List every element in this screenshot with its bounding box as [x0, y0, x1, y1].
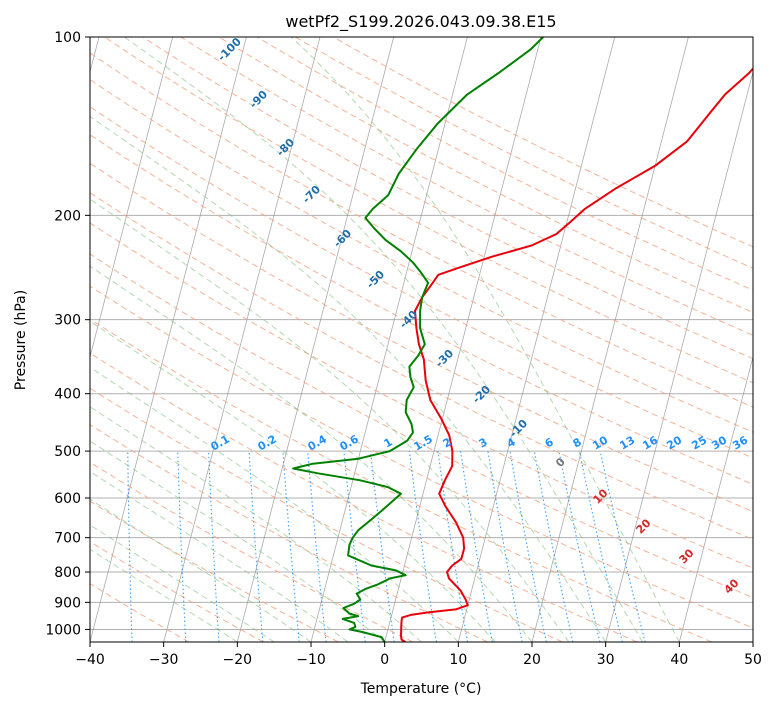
y-tick-label: 500 [54, 444, 81, 460]
moist-adiabat-line [90, 406, 422, 642]
dry-adiabat-line [90, 285, 753, 629]
mixing-ratio-line [578, 450, 623, 642]
chart-title: wetPf2_S199.2026.043.09.38.E15 [285, 12, 556, 32]
dry-adiabat-line [90, 352, 638, 642]
dry-adiabat-line [90, 424, 488, 642]
mixing-ratio-line [437, 451, 469, 642]
x-tick-label: −40 [75, 652, 105, 668]
reference-lines [90, 37, 753, 642]
moist-adiabat-line [90, 366, 459, 642]
x-axis-label: Temperature (°C) [360, 681, 482, 697]
mixing-ratio-line [248, 451, 264, 642]
isotherm-line [236, 37, 395, 642]
y-tick-label: 700 [54, 531, 81, 547]
isotherm-line [90, 37, 174, 359]
x-tick-label: 10 [449, 652, 467, 668]
mixing-ratio-line [343, 451, 366, 642]
profile-lines [292, 37, 753, 642]
isotherm-line [310, 37, 468, 642]
dry-adiabat-line [90, 162, 753, 513]
mixing-ratio-line [408, 451, 437, 642]
x-tick-label: 50 [744, 652, 762, 668]
dry-adiabat-line [90, 134, 753, 485]
dry-adiabat-line [90, 253, 753, 599]
dry-adiabat-line [90, 318, 712, 642]
dry-adiabat-line [90, 461, 414, 642]
y-tick-label: 900 [54, 595, 81, 611]
temperature-profile-line [400, 67, 753, 642]
dry-adiabat-line [104, 37, 753, 384]
moist-adiabat-line [290, 37, 680, 642]
mixing-ratio-line [282, 451, 300, 642]
isotherm-line [90, 37, 247, 642]
isotherm-line [163, 37, 321, 642]
x-axis: −40 −30 −20 −10 0 10 20 30 40 50 [75, 642, 762, 668]
mixing-ratio-line [307, 451, 327, 642]
dry-adiabat-line [90, 583, 190, 642]
x-tick-label: −10 [296, 652, 326, 668]
x-tick-label: 0 [380, 652, 389, 668]
mixing-ratio-line [509, 451, 547, 642]
mixing-ratio-line [558, 450, 601, 642]
dry-adiabat-line [90, 52, 753, 408]
plot-frame [89, 36, 754, 643]
x-tick-label: −30 [149, 652, 179, 668]
dry-adiabat-line [218, 37, 753, 313]
y-tick-label: 1000 [45, 622, 81, 638]
y-axis: 100 200 300 400 500 600 700 800 900 1000 [45, 30, 90, 638]
moist-adiabat-line [124, 37, 643, 642]
mixing-ratio-line [369, 451, 395, 642]
y-axis-label: Pressure (hPa) [13, 290, 29, 390]
x-tick-label: 40 [670, 652, 688, 668]
moist-adiabat-line [90, 115, 607, 642]
isotherm-line [678, 355, 753, 642]
dry-adiabat-line [90, 387, 563, 642]
isotherm-line [605, 70, 753, 642]
mixing-ratio-line [533, 451, 574, 642]
x-tick-label: −20 [223, 652, 253, 668]
moist-adiabat-line [90, 498, 312, 642]
moist-adiabat-line [90, 440, 385, 642]
y-tick-label: 800 [54, 565, 81, 581]
moist-adiabat-line [90, 265, 533, 642]
isotherm-line [531, 37, 689, 642]
moist-adiabat-line [90, 470, 349, 642]
dewpoint-profile-line [292, 37, 544, 642]
x-tick-label: 20 [523, 652, 541, 668]
y-tick-label: 300 [54, 313, 81, 329]
y-tick-label: 200 [54, 208, 81, 224]
dry-adiabat-line [180, 37, 753, 336]
moist-adiabat-line [90, 198, 570, 642]
y-tick-label: 100 [54, 30, 81, 46]
y-tick-label: 600 [54, 491, 81, 507]
mixing-ratio-line [599, 450, 646, 642]
x-tick-label: 30 [597, 652, 615, 668]
y-tick-label: 400 [54, 387, 81, 403]
isotherm-line [457, 37, 616, 642]
isotherm-line [384, 37, 542, 642]
